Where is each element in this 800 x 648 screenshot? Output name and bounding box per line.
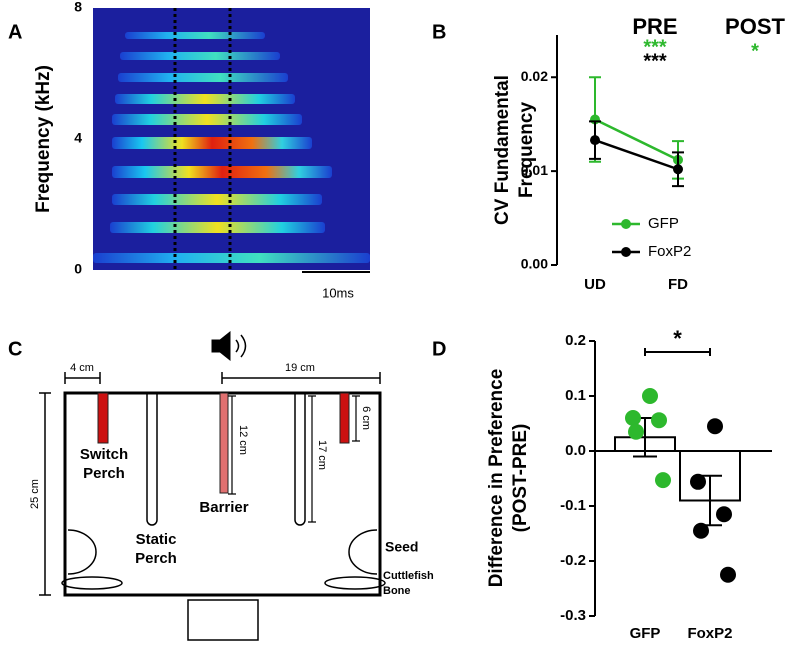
- annotation: ***: [643, 36, 667, 58]
- panel-letter: A: [8, 21, 22, 43]
- panel-letter: B: [432, 21, 446, 43]
- point: [628, 423, 644, 440]
- y-axis-label: Frequency (kHz): [33, 65, 54, 213]
- y-tick-label: -0.3: [560, 607, 586, 624]
- diagram: [39, 330, 386, 641]
- point: [590, 135, 600, 146]
- legend-marker: [621, 247, 631, 257]
- y-tick-label: 0.01: [521, 162, 548, 178]
- panel-letter: D: [432, 338, 446, 360]
- point: [690, 473, 706, 490]
- y-axis-label: (POST-PRE): [510, 424, 531, 533]
- label: Perch: [83, 465, 125, 482]
- y-axis-label: Frequency: [516, 102, 537, 199]
- legend-marker: [621, 219, 631, 229]
- y-tick-label: -0.1: [560, 497, 586, 514]
- dim: 6 cm: [360, 406, 372, 430]
- y-tick-label: 0.0: [565, 442, 586, 459]
- label: Switch: [80, 446, 128, 463]
- y-tick-label: 0.02: [521, 68, 548, 84]
- label: Cuttlefish: [383, 570, 434, 582]
- y-tick-label: 0.00: [521, 256, 548, 272]
- dim: 25 cm: [29, 479, 41, 509]
- diagram-labels: 4 cm 19 cm 25 cm 12 cm 17 cm 6 cm Switch…: [29, 362, 434, 597]
- significance-bracket: [644, 348, 711, 356]
- y-axis-label: CV Fundamental: [492, 75, 513, 225]
- annotation: POST: [725, 14, 785, 39]
- point: [642, 388, 658, 404]
- legend-label: GFP: [648, 215, 679, 232]
- spectrogram: [93, 8, 370, 273]
- y-tick-label: 4: [74, 130, 82, 146]
- dim: 12 cm: [237, 425, 249, 455]
- label: Seed: [385, 539, 418, 555]
- y-tick-label: 0.1: [565, 387, 586, 404]
- dim: 19 cm: [285, 362, 315, 374]
- dim: 4 cm: [70, 362, 94, 374]
- x-tick-label: UD: [584, 276, 606, 293]
- label: Barrier: [199, 499, 248, 516]
- label: Perch: [135, 550, 177, 567]
- y-tick-label: 0: [74, 261, 82, 277]
- x-tick-label: FD: [668, 276, 688, 293]
- point: [651, 412, 667, 429]
- point: [716, 506, 732, 523]
- y-tick-label: -0.2: [560, 552, 586, 569]
- point: [655, 472, 671, 489]
- point: [720, 566, 736, 583]
- x-tick-label: GFP: [630, 625, 661, 642]
- y-axis-label: Difference in Preference: [486, 369, 507, 588]
- y-tick-label: 8: [74, 0, 82, 15]
- point: [693, 522, 709, 539]
- x-tick-label: FoxP2: [687, 625, 732, 642]
- label: Static: [136, 531, 177, 548]
- legend-label: FoxP2: [648, 243, 691, 260]
- y-tick-label: 0.2: [565, 332, 586, 349]
- annotation: *: [751, 40, 759, 62]
- line: [594, 138, 679, 171]
- point: [625, 410, 641, 426]
- label: Bone: [383, 585, 411, 597]
- annotation: ***: [643, 50, 667, 72]
- point: [707, 418, 723, 435]
- significance: *: [673, 326, 682, 351]
- scale-bar-label: 10ms: [322, 285, 354, 300]
- point: [673, 164, 683, 175]
- line: [594, 118, 679, 161]
- annotation: PRE: [632, 14, 677, 39]
- dim: 17 cm: [316, 440, 328, 470]
- panel-letter: C: [8, 338, 22, 360]
